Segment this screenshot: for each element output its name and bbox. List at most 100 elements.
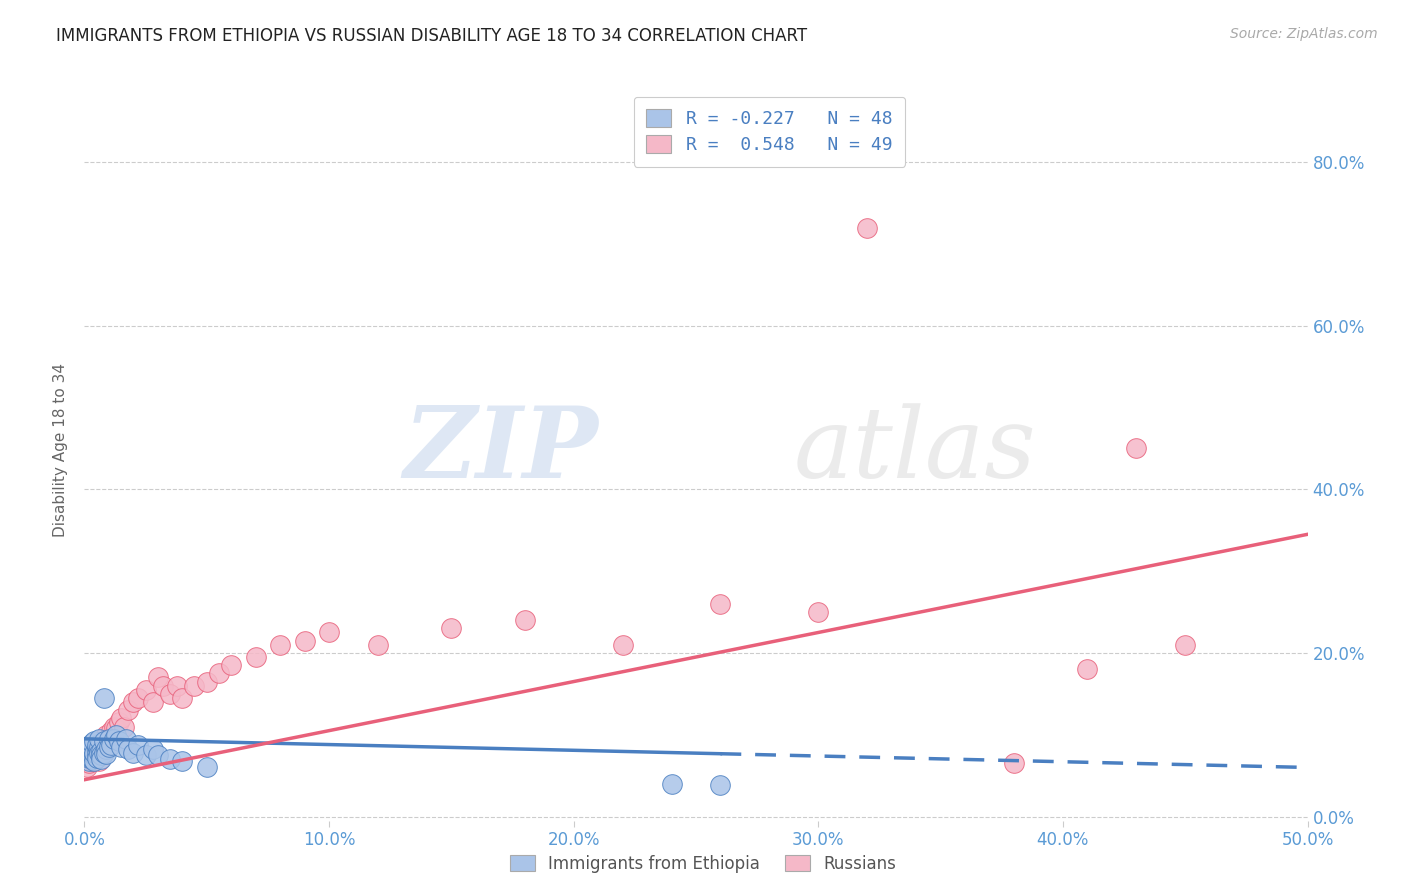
- Point: [80, 752, 103, 766]
- Y-axis label: Disability Age 18 to 34: Disability Age 18 to 34: [53, 363, 69, 538]
- Point: [87, 754, 110, 768]
- Legend: R = -0.227   N = 48, R =  0.548   N = 49: R = -0.227 N = 48, R = 0.548 N = 49: [634, 96, 905, 167]
- Point: [76, 748, 98, 763]
- Point: [86, 746, 108, 760]
- Point: [661, 777, 683, 791]
- Point: [107, 734, 129, 748]
- Point: [135, 682, 157, 697]
- Point: [159, 687, 181, 701]
- Point: [146, 748, 169, 763]
- Point: [90, 752, 112, 766]
- Point: [856, 220, 879, 235]
- Point: [172, 690, 194, 705]
- Point: [80, 736, 103, 750]
- Point: [110, 739, 132, 754]
- Point: [103, 720, 125, 734]
- Text: IMMIGRANTS FROM ETHIOPIA VS RUSSIAN DISABILITY AGE 18 TO 34 CORRELATION CHART: IMMIGRANTS FROM ETHIOPIA VS RUSSIAN DISA…: [56, 27, 807, 45]
- Point: [90, 739, 112, 754]
- Point: [96, 742, 118, 756]
- Point: [115, 731, 138, 746]
- Point: [77, 750, 100, 764]
- Point: [440, 621, 463, 635]
- Point: [112, 720, 135, 734]
- Point: [80, 747, 103, 762]
- Point: [87, 746, 110, 760]
- Point: [1125, 442, 1147, 456]
- Point: [294, 633, 316, 648]
- Point: [195, 674, 218, 689]
- Point: [107, 715, 129, 730]
- Point: [152, 679, 174, 693]
- Point: [90, 748, 112, 763]
- Point: [166, 679, 188, 693]
- Point: [1002, 756, 1025, 771]
- Point: [83, 750, 105, 764]
- Point: [96, 747, 118, 762]
- Point: [93, 734, 115, 748]
- Point: [807, 605, 830, 619]
- Point: [76, 760, 98, 774]
- Point: [117, 742, 139, 756]
- Point: [117, 703, 139, 717]
- Point: [76, 744, 98, 758]
- Point: [513, 613, 536, 627]
- Point: [245, 650, 267, 665]
- Point: [77, 756, 100, 771]
- Point: [219, 658, 242, 673]
- Point: [1174, 638, 1197, 652]
- Point: [80, 752, 103, 766]
- Point: [83, 754, 105, 768]
- Point: [127, 690, 149, 705]
- Point: [142, 695, 165, 709]
- Point: [105, 728, 128, 742]
- Point: [77, 742, 100, 756]
- Point: [86, 744, 108, 758]
- Point: [90, 744, 112, 758]
- Text: atlas: atlas: [794, 403, 1036, 498]
- Point: [146, 671, 169, 685]
- Point: [127, 738, 149, 752]
- Point: [100, 738, 122, 752]
- Point: [142, 742, 165, 756]
- Point: [269, 638, 291, 652]
- Point: [77, 754, 100, 768]
- Point: [97, 731, 120, 746]
- Point: [195, 760, 218, 774]
- Point: [80, 739, 103, 754]
- Point: [83, 746, 105, 760]
- Point: [100, 723, 122, 738]
- Point: [183, 679, 205, 693]
- Point: [208, 666, 231, 681]
- Point: [122, 746, 145, 760]
- Point: [86, 750, 108, 764]
- Point: [83, 734, 105, 748]
- Point: [83, 748, 105, 763]
- Text: Source: ZipAtlas.com: Source: ZipAtlas.com: [1230, 27, 1378, 41]
- Point: [93, 736, 115, 750]
- Point: [83, 748, 105, 763]
- Point: [87, 731, 110, 746]
- Point: [367, 638, 389, 652]
- Point: [612, 638, 634, 652]
- Point: [318, 625, 340, 640]
- Point: [709, 597, 731, 611]
- Point: [86, 742, 108, 756]
- Point: [96, 728, 118, 742]
- Text: ZIP: ZIP: [404, 402, 598, 499]
- Point: [122, 695, 145, 709]
- Point: [93, 690, 115, 705]
- Legend: Immigrants from Ethiopia, Russians: Immigrants from Ethiopia, Russians: [503, 848, 903, 880]
- Point: [80, 754, 103, 768]
- Point: [159, 752, 181, 766]
- Point: [87, 742, 110, 756]
- Point: [110, 711, 132, 725]
- Point: [97, 739, 120, 754]
- Point: [709, 779, 731, 793]
- Point: [105, 721, 128, 735]
- Point: [77, 746, 100, 760]
- Point: [103, 731, 125, 746]
- Point: [86, 747, 108, 762]
- Point: [87, 739, 110, 754]
- Point: [1076, 662, 1098, 676]
- Point: [86, 738, 108, 752]
